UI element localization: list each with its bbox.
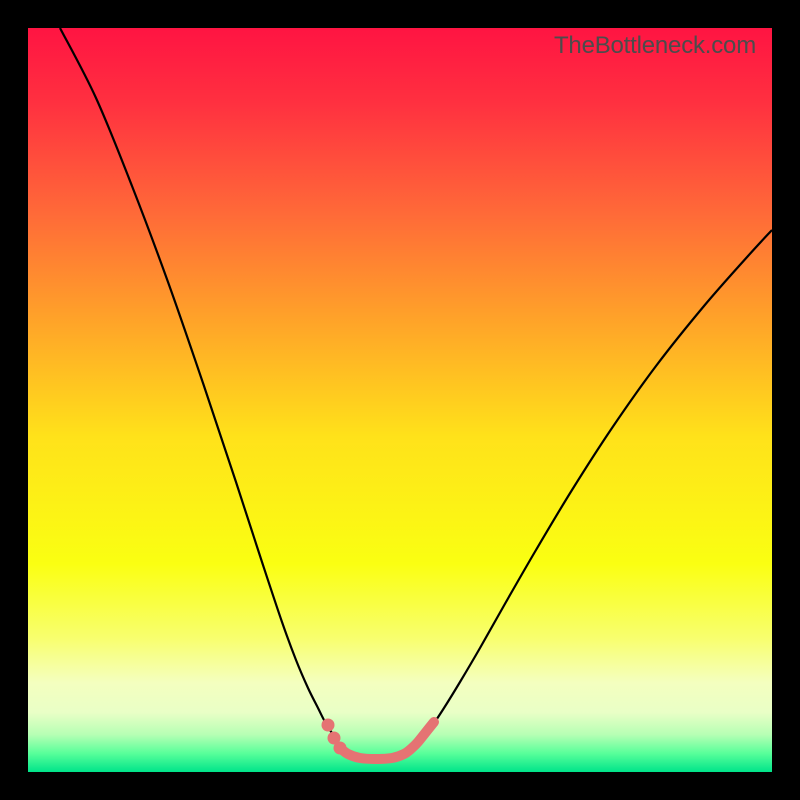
plot-area: TheBottleneck.com	[28, 28, 772, 772]
valley-highlight-segment	[340, 722, 434, 759]
valley-dot	[322, 719, 335, 732]
curve-layer	[28, 28, 772, 772]
valley-dot	[334, 742, 347, 755]
bottleneck-curve	[60, 28, 772, 758]
valley-highlight-dots	[322, 719, 347, 755]
